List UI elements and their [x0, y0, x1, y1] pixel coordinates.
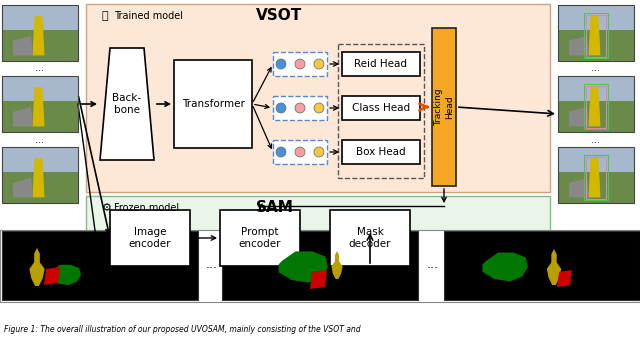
Text: SAM: SAM [256, 201, 294, 215]
Circle shape [295, 59, 305, 69]
Bar [558, 5, 634, 61]
Circle shape [314, 59, 324, 69]
Text: Reid Head: Reid Head [355, 59, 408, 69]
Circle shape [295, 103, 305, 113]
Text: Back-
bone: Back- bone [113, 93, 141, 115]
Text: ...: ... [591, 135, 600, 145]
Polygon shape [569, 36, 589, 55]
Bar [222, 231, 418, 300]
Bar [2, 147, 78, 203]
Polygon shape [569, 178, 589, 197]
Circle shape [276, 147, 286, 157]
Bar [432, 28, 456, 186]
Text: 🔥: 🔥 [102, 11, 109, 21]
Text: Frozen model: Frozen model [114, 203, 179, 213]
Circle shape [295, 147, 305, 157]
Text: Box Head: Box Head [356, 147, 406, 157]
Polygon shape [589, 87, 600, 126]
Polygon shape [13, 36, 33, 55]
Text: Class Head: Class Head [352, 103, 410, 113]
Bar [86, 196, 550, 278]
Bar [558, 147, 634, 172]
Circle shape [314, 147, 324, 157]
Polygon shape [29, 248, 45, 286]
Bar [330, 210, 410, 266]
Text: ...: ... [35, 135, 45, 145]
Bar [0, 230, 640, 302]
Text: ⚙️: ⚙️ [102, 203, 112, 213]
Polygon shape [100, 48, 154, 160]
Bar [273, 96, 327, 120]
Polygon shape [483, 253, 528, 281]
Bar [586, 15, 607, 57]
Polygon shape [33, 16, 44, 55]
Polygon shape [310, 270, 327, 289]
Polygon shape [49, 265, 81, 285]
Bar [2, 101, 78, 132]
Text: ...: ... [206, 258, 218, 272]
Bar [273, 52, 327, 76]
Text: Prompt
encoder: Prompt encoder [239, 227, 281, 249]
Text: Trained model: Trained model [114, 11, 183, 21]
Bar [342, 52, 420, 76]
Bar [558, 76, 634, 101]
Bar [558, 101, 634, 132]
Bar [2, 76, 78, 101]
Bar [2, 5, 78, 30]
Text: Tracking
Head: Tracking Head [435, 88, 454, 126]
Text: Mask
decoder: Mask decoder [349, 227, 391, 249]
Bar [273, 140, 327, 164]
Bar [342, 140, 420, 164]
Polygon shape [44, 267, 60, 285]
Polygon shape [13, 178, 33, 197]
Bar [2, 76, 78, 132]
Polygon shape [33, 87, 44, 126]
Polygon shape [557, 270, 572, 287]
Bar [2, 147, 78, 172]
Bar [2, 30, 78, 61]
Bar [584, 13, 609, 58]
Bar [558, 147, 634, 203]
Circle shape [276, 103, 286, 113]
Text: Image
encoder: Image encoder [129, 227, 172, 249]
Text: ...: ... [35, 63, 45, 73]
Polygon shape [569, 107, 589, 126]
Text: ...: ... [591, 63, 600, 73]
Polygon shape [332, 251, 342, 279]
Text: Figure 1: The overall illustration of our proposed UVOSAM, mainly consisting of : Figure 1: The overall illustration of ou… [4, 325, 360, 334]
Bar [338, 44, 424, 178]
Text: VSOT: VSOT [256, 8, 302, 24]
Bar [444, 231, 640, 300]
Bar [2, 231, 198, 300]
Polygon shape [13, 107, 33, 126]
Bar [558, 30, 634, 61]
Bar [2, 5, 78, 61]
Bar [586, 86, 607, 128]
Polygon shape [278, 251, 328, 283]
Bar [586, 157, 607, 199]
Bar [342, 96, 420, 120]
Bar [558, 172, 634, 203]
Bar [220, 210, 300, 266]
Polygon shape [547, 249, 561, 285]
Bar [558, 5, 634, 30]
Polygon shape [33, 158, 44, 197]
Text: ...: ... [427, 258, 439, 272]
Bar [558, 76, 634, 132]
Circle shape [314, 103, 324, 113]
Polygon shape [589, 158, 600, 197]
Text: Transformer: Transformer [182, 99, 244, 109]
Circle shape [276, 59, 286, 69]
Bar [174, 60, 252, 148]
Bar [584, 155, 609, 200]
Bar [584, 84, 609, 129]
Bar [2, 172, 78, 203]
Bar [110, 210, 190, 266]
Polygon shape [589, 16, 600, 55]
Bar [86, 4, 550, 192]
